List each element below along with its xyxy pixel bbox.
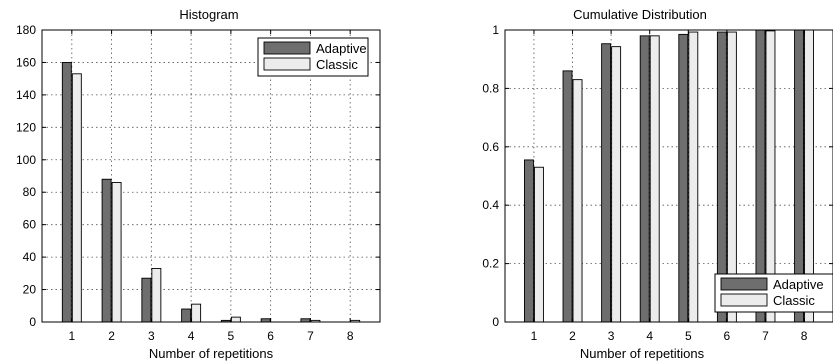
histogram-y-tick-label: 180 xyxy=(16,23,36,37)
histogram-bar-classic-4 xyxy=(191,303,202,323)
histogram-x-axis-label: Number of repetitions xyxy=(149,346,274,361)
histogram-x-tick-label: 1 xyxy=(68,329,75,343)
cumulative-bar-classic-2 xyxy=(572,79,583,323)
histogram-y-tick-label: 120 xyxy=(16,120,36,134)
histogram-bar-adaptive-4 xyxy=(181,308,192,323)
cumulative-bar-adaptive-4 xyxy=(639,35,650,323)
histogram-bar-adaptive-1 xyxy=(61,61,72,323)
histogram-legend-label-adaptive: Adaptive xyxy=(316,41,367,56)
cumulative-y-tick-label: 0.4 xyxy=(482,198,499,212)
cumulative-axes-frame xyxy=(504,29,833,323)
cumulative-x-tick-label: 7 xyxy=(762,329,769,343)
histogram-bar-classic-3 xyxy=(151,268,162,323)
cumulative-bar-adaptive-2 xyxy=(562,70,573,323)
cumulative-x-tick-label: 6 xyxy=(724,329,731,343)
histogram-x-tick-label: 5 xyxy=(228,329,235,343)
histogram-y-tick-label: 40 xyxy=(23,250,37,264)
cumulative-bar-adaptive-1 xyxy=(523,159,534,323)
histogram-y-tick-label: 100 xyxy=(16,153,36,167)
histogram-legend-swatch-classic xyxy=(263,57,311,71)
cumulative-bar-classic-1 xyxy=(533,166,544,323)
histogram-y-tick-label: 60 xyxy=(23,218,37,232)
cumulative-bar-classic-3 xyxy=(611,46,622,323)
histogram-legend-label-classic: Classic xyxy=(316,57,358,72)
cumulative-x-tick-label: 8 xyxy=(801,329,808,343)
histogram-x-tick-label: 6 xyxy=(267,329,274,343)
cumulative-x-tick-label: 2 xyxy=(569,329,576,343)
histogram-x-tick-label: 4 xyxy=(188,329,195,343)
histogram-legend-swatch-adaptive xyxy=(263,41,311,55)
cumulative-x-tick-label: 3 xyxy=(608,329,615,343)
histogram-x-tick-label: 3 xyxy=(148,329,155,343)
histogram-y-tick-label: 160 xyxy=(16,55,36,69)
cumulative-y-tick-label: 0.6 xyxy=(482,140,499,154)
cumulative-x-tick-label: 4 xyxy=(646,329,653,343)
cumulative-y-tick-label: 0 xyxy=(492,315,499,329)
histogram-bar-adaptive-2 xyxy=(101,178,112,323)
histogram-bar-classic-1 xyxy=(71,73,82,323)
cumulative-distribution-title: Cumulative Distribution xyxy=(573,7,707,22)
histogram-y-tick-label: 80 xyxy=(23,185,37,199)
histogram-y-tick-label: 0 xyxy=(29,315,36,329)
cumulative-bar-classic-5 xyxy=(688,31,699,323)
cumulative-distribution-chart: Cumulative Distribution Number of repeti… xyxy=(482,7,833,361)
cumulative-y-tick-label: 1 xyxy=(492,23,499,37)
cumulative-legend-label-classic: Classic xyxy=(773,293,815,308)
cumulative-legend-swatch-classic xyxy=(720,293,768,307)
histogram-bar-classic-5 xyxy=(230,316,241,323)
histogram-x-tick-label: 2 xyxy=(108,329,115,343)
cumulative-legend-swatch-adaptive xyxy=(720,277,768,291)
cumulative-bar-classic-4 xyxy=(649,35,660,323)
cumulative-distribution-x-axis-label: Number of repetitions xyxy=(580,346,705,361)
histogram-axes-frame xyxy=(41,29,381,323)
cumulative-bar-adaptive-3 xyxy=(601,43,612,323)
histogram-bar-classic-2 xyxy=(111,182,122,323)
histogram-bar-adaptive-3 xyxy=(141,277,152,323)
histogram-y-tick-label: 20 xyxy=(23,283,37,297)
histogram-y-tick-label: 140 xyxy=(16,88,36,102)
histogram-chart: Histogram Number of repetitions 0 20 40 60 8… xyxy=(16,7,381,361)
histogram-title: Histogram xyxy=(179,7,238,22)
cumulative-y-tick-label: 0.2 xyxy=(482,257,499,271)
cumulative-bar-adaptive-5 xyxy=(678,33,689,323)
cumulative-x-tick-label: 5 xyxy=(685,329,692,343)
histogram-x-tick-label: 7 xyxy=(307,329,314,343)
cumulative-y-tick-label: 0.8 xyxy=(482,81,499,95)
histogram-x-tick-label: 8 xyxy=(347,329,354,343)
cumulative-legend-label-adaptive: Adaptive xyxy=(773,277,824,292)
cumulative-x-tick-label: 1 xyxy=(531,329,538,343)
